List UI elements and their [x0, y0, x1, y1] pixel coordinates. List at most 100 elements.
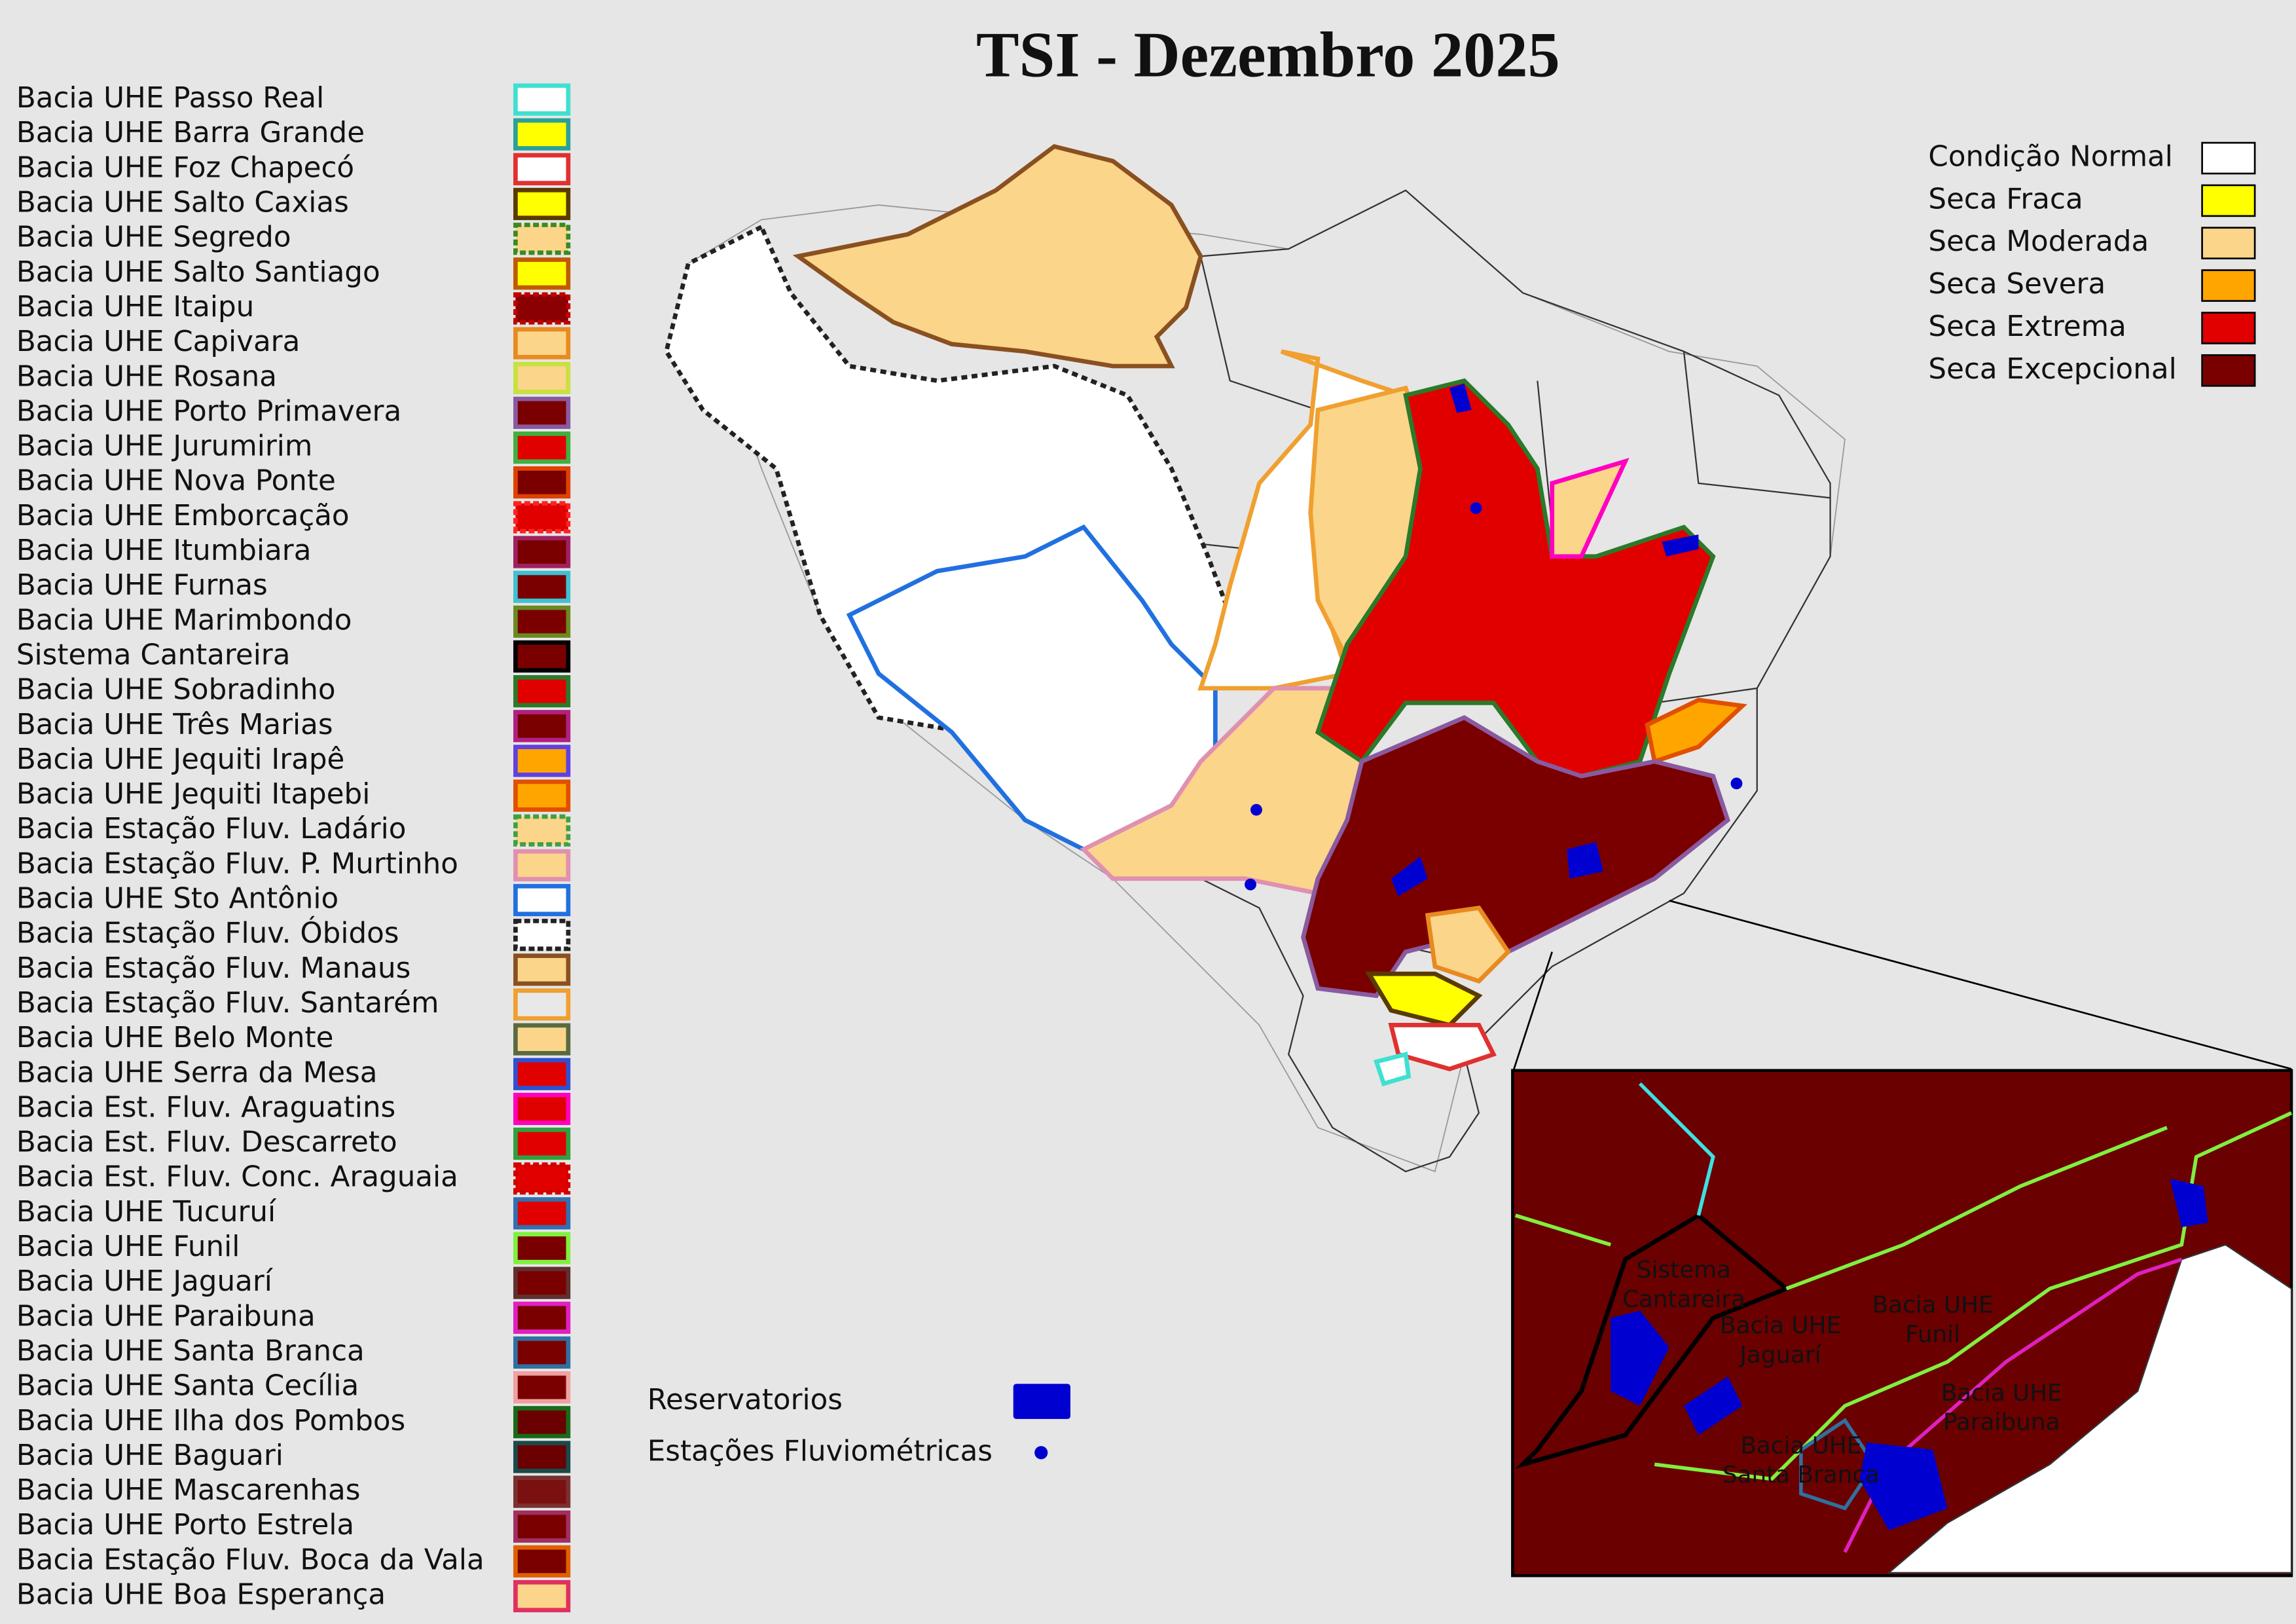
basin-swatch — [513, 919, 571, 951]
station — [1250, 803, 1262, 816]
inset-label: Bacia UHE — [1941, 1380, 2062, 1407]
basin-swatch — [513, 83, 571, 116]
basin-swatch — [513, 466, 571, 499]
basin-swatch — [513, 1510, 571, 1543]
inset-ocean — [1887, 1244, 2293, 1574]
basin-swatch — [513, 536, 571, 568]
basin-label: Bacia UHE Mascarenhas — [16, 1474, 361, 1507]
basin-swatch — [513, 988, 571, 1021]
station — [1470, 502, 1482, 514]
inset-label: Cantareira — [1622, 1286, 1745, 1313]
basin-label: Bacia UHE Itumbiara — [16, 534, 312, 567]
basin-label: Bacia UHE Marimbondo — [16, 604, 352, 637]
basin-swatch — [513, 605, 571, 638]
inset-label: Sistema — [1637, 1257, 1731, 1283]
inset-label: Paraibuna — [1943, 1409, 2060, 1436]
basin-swatch — [513, 1336, 571, 1369]
basin-label: Bacia UHE Santa Branca — [16, 1335, 365, 1367]
iguacu-basins — [1365, 971, 1483, 1028]
basin-label: Bacia Est. Fluv. Araguatins — [16, 1091, 395, 1124]
inset-label: Bacia UHE — [1720, 1312, 1841, 1339]
basin-swatch — [513, 118, 571, 151]
basin-swatch — [513, 396, 571, 430]
basin-label: Bacia UHE Foz Chapecó — [16, 151, 354, 184]
feature-legend: Reservatorios Estações Fluviométricas — [647, 1384, 1070, 1467]
basin-label: Bacia Estação Fluv. Boca da Vala — [16, 1543, 484, 1576]
basin-swatch — [513, 953, 571, 986]
basin-label: Bacia UHE Furnas — [16, 569, 268, 602]
condition-legend: Condição Normal Seca Fraca Seca Moderada Se… — [1928, 141, 2256, 387]
basin-swatch — [513, 187, 571, 221]
basin-label: Bacia UHE Rosana — [16, 360, 277, 393]
basin-swatch — [513, 1441, 571, 1473]
condition-label: Condição Normal — [1928, 141, 2172, 174]
inset-connector — [1512, 951, 1553, 1074]
basin-label: Bacia UHE Passo Real — [16, 82, 324, 115]
basin-label: Bacia UHE Sto Antônio — [16, 883, 338, 915]
basin-label: Bacia UHE Jaguarí — [16, 1265, 274, 1298]
basin-label: Bacia UHE Capivara — [16, 325, 300, 358]
basin-swatch — [513, 361, 571, 394]
basin-label: Bacia UHE Ilha dos Pombos — [16, 1405, 405, 1437]
condition-swatch — [2201, 184, 2256, 217]
inset-connector — [1669, 899, 2292, 1070]
basin-swatch — [513, 849, 571, 881]
basin-swatch — [513, 153, 571, 185]
basin-label: Bacia UHE Emborcação — [16, 500, 350, 532]
basin-swatch — [513, 1127, 571, 1160]
basin-swatch — [513, 431, 571, 464]
condition-swatch — [2201, 269, 2256, 302]
basin-swatch — [513, 1266, 571, 1299]
reservoir — [1662, 534, 1699, 557]
feature-swatch — [1013, 1384, 1070, 1419]
inset-label: Jaguarí — [1738, 1342, 1821, 1369]
basin-swatch — [513, 1023, 571, 1056]
condition-swatch — [2201, 354, 2256, 387]
reservoir — [1449, 383, 1472, 413]
basin-swatch — [513, 779, 571, 812]
station — [1730, 777, 1743, 790]
inset-label: Santa Branca — [1722, 1462, 1880, 1488]
basin-label: Bacia UHE Santa Cecília — [16, 1370, 359, 1403]
basin-swatch — [513, 292, 571, 325]
basin-swatch — [513, 1162, 571, 1195]
basin-swatch — [513, 1232, 571, 1264]
furnas-outline — [1638, 1082, 1715, 1216]
basin-swatch — [513, 1197, 571, 1230]
feature-label: Estações Fluviométricas — [647, 1435, 993, 1467]
basin-label: Bacia UHE Jequiti Irapê — [16, 743, 345, 776]
basin-swatch — [513, 1092, 571, 1126]
basin-swatch — [513, 1371, 571, 1404]
basin-label: Bacia UHE Baguari — [16, 1439, 283, 1472]
condition-swatch — [2201, 141, 2256, 175]
reservoirs-map — [1245, 383, 1743, 896]
basin-label: Bacia UHE Paraibuna — [16, 1300, 316, 1333]
passo-real-basin — [1374, 1051, 1412, 1086]
basin-label: Bacia Estação Fluv. P. Murtinho — [16, 847, 458, 880]
basin-swatch — [513, 1406, 571, 1439]
condition-label: Seca Moderada — [1928, 225, 2149, 258]
inset-label: Bacia UHE — [1872, 1292, 1994, 1319]
basin-label: Bacia UHE Nova Ponte — [16, 465, 336, 498]
condition-label: Seca Extrema — [1928, 310, 2126, 343]
basin-label: Bacia UHE Serra da Mesa — [16, 1056, 378, 1089]
basin-label: Bacia Est. Fluv. Conc. Araguaia — [16, 1161, 458, 1194]
basin-label: Bacia UHE Funil — [16, 1230, 240, 1263]
basin-label: Bacia UHE Itaipu — [16, 291, 254, 323]
inset-reservoirs — [1611, 1179, 2208, 1530]
basin-label: Bacia UHE Porto Primavera — [16, 395, 401, 428]
basin-swatch — [513, 1058, 571, 1090]
basin-swatch — [513, 675, 571, 708]
manaus-basin — [792, 143, 1203, 369]
country-border — [1083, 189, 1831, 1173]
basin-swatch — [513, 257, 571, 290]
basin-label: Bacia UHE Jequiti Itapebi — [16, 778, 370, 811]
basin-swatch — [513, 814, 571, 847]
reservoir — [1683, 1376, 1743, 1435]
basin-label: Bacia UHE Tucuruí — [16, 1196, 277, 1228]
inset-label: Funil — [1905, 1321, 1960, 1348]
condition-swatch — [2201, 312, 2256, 344]
inset-label: Bacia UHE — [1740, 1432, 1861, 1459]
